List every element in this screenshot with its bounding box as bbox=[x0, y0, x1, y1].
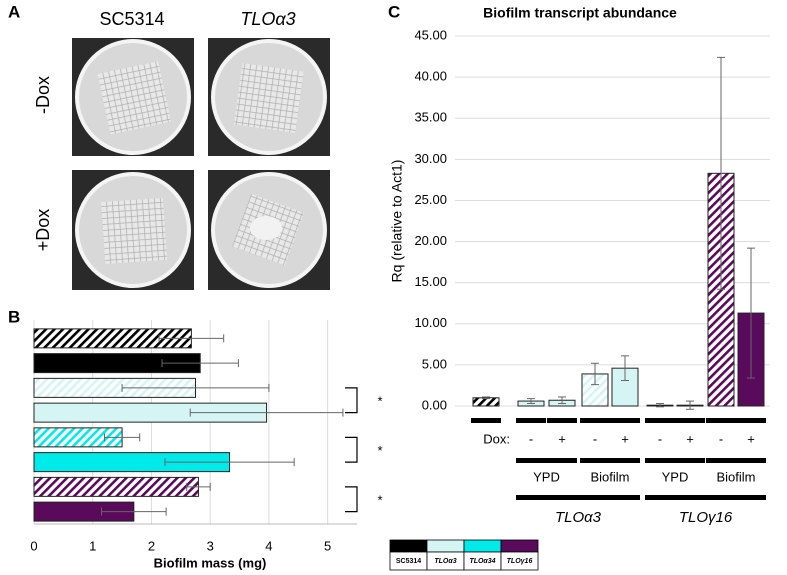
y-tick-label: 0.00 bbox=[422, 397, 447, 412]
x-tick-label: - bbox=[529, 431, 533, 446]
x-tick-label: + bbox=[558, 431, 566, 446]
photo bbox=[72, 38, 194, 156]
group-rule bbox=[645, 458, 705, 463]
error-bar bbox=[161, 359, 239, 368]
error-bar bbox=[186, 482, 211, 491]
error-bar bbox=[656, 403, 664, 408]
group-label: YPD bbox=[533, 469, 560, 484]
category-axis-label: Dox: bbox=[483, 431, 510, 446]
legend-label: TLOα3 bbox=[434, 558, 456, 565]
x-tick-label: - bbox=[593, 431, 597, 446]
group-label: YPD bbox=[662, 469, 689, 484]
x-tick-label: 3 bbox=[207, 538, 214, 553]
legend-swatch bbox=[463, 539, 502, 553]
error-bar bbox=[158, 334, 225, 343]
error-bar bbox=[686, 400, 694, 410]
photo bbox=[72, 170, 194, 290]
chart-title: Biofilm transcript abundance bbox=[483, 5, 677, 21]
error-bar bbox=[189, 408, 344, 417]
strain-rule bbox=[645, 495, 766, 500]
y-tick-label: 15.00 bbox=[414, 274, 447, 289]
x-tick-label: + bbox=[621, 431, 629, 446]
photo bbox=[208, 170, 330, 290]
x-tick-label: + bbox=[747, 431, 755, 446]
x-axis-label: Biofilm mass (mg) bbox=[154, 555, 267, 570]
error-bar bbox=[121, 383, 270, 392]
error-bar bbox=[558, 396, 566, 405]
photo bbox=[208, 38, 330, 156]
strain-label: TLOγ16 bbox=[679, 509, 733, 526]
category-rule bbox=[736, 418, 766, 423]
x-tick-label: 5 bbox=[324, 538, 331, 553]
x-tick-label: - bbox=[658, 431, 662, 446]
legend-label: TLOγ16 bbox=[507, 558, 533, 565]
panel-label: C bbox=[388, 2, 400, 21]
error-bar bbox=[527, 398, 535, 405]
category-rule bbox=[675, 418, 705, 423]
category-rule bbox=[516, 418, 546, 423]
x-tick-label: + bbox=[686, 431, 694, 446]
legend-label: SC5314 bbox=[396, 558, 421, 565]
error-bar bbox=[747, 247, 755, 379]
legend-swatch bbox=[500, 539, 539, 553]
category-rule bbox=[580, 418, 610, 423]
group-rule bbox=[516, 458, 577, 463]
row-header: +Dox bbox=[33, 209, 53, 252]
significance-mark: * bbox=[377, 443, 382, 458]
x-tick-label: 0 bbox=[30, 538, 37, 553]
column-header: TLOα3 bbox=[240, 9, 295, 29]
y-tick-label: 10.00 bbox=[414, 315, 447, 330]
y-axis-label: Rq (relative to Act1) bbox=[389, 160, 405, 283]
x-tick-label: - bbox=[719, 431, 723, 446]
group-rule bbox=[580, 458, 640, 463]
legend-swatch bbox=[389, 539, 428, 553]
legend-label: TLOα34 bbox=[469, 558, 495, 565]
strain-rule bbox=[516, 495, 640, 500]
significance-bracket bbox=[345, 486, 358, 513]
group-label: Biofilm bbox=[716, 469, 755, 484]
y-tick-label: 45.00 bbox=[414, 27, 447, 42]
error-bar bbox=[101, 507, 167, 516]
legend-cell bbox=[500, 551, 539, 571]
x-tick-label: 2 bbox=[148, 538, 155, 553]
y-tick-label: 35.00 bbox=[414, 110, 447, 125]
category-rule bbox=[547, 418, 577, 423]
y-tick-label: 25.00 bbox=[414, 192, 447, 207]
x-tick-label: 4 bbox=[265, 538, 272, 553]
row-header: -Dox bbox=[33, 76, 53, 114]
column-header: SC5314 bbox=[99, 9, 164, 29]
significance-bracket bbox=[345, 387, 358, 414]
error-bar bbox=[717, 56, 725, 290]
category-rule bbox=[645, 418, 675, 423]
error-bar bbox=[482, 396, 490, 400]
group-rule bbox=[706, 458, 766, 463]
bar bbox=[33, 476, 199, 497]
error-bar bbox=[621, 355, 629, 382]
category-rule bbox=[706, 418, 736, 423]
significance-mark: * bbox=[377, 394, 382, 409]
panel-label: A bbox=[8, 2, 20, 21]
y-tick-label: 5.00 bbox=[422, 356, 447, 371]
panel-label: B bbox=[8, 307, 20, 326]
category-rule bbox=[610, 418, 640, 423]
error-bar bbox=[164, 458, 295, 467]
error-bar bbox=[103, 433, 141, 442]
strain-label: TLOα3 bbox=[555, 509, 602, 526]
category-rule bbox=[471, 418, 501, 423]
y-tick-label: 30.00 bbox=[414, 151, 447, 166]
significance-bracket bbox=[345, 436, 358, 463]
error-bar bbox=[591, 362, 599, 386]
x-tick-label: 1 bbox=[89, 538, 96, 553]
group-label: Biofilm bbox=[590, 469, 629, 484]
significance-mark: * bbox=[377, 493, 382, 508]
y-tick-label: 20.00 bbox=[414, 233, 447, 248]
legend-swatch bbox=[426, 539, 465, 553]
y-tick-label: 40.00 bbox=[414, 69, 447, 84]
